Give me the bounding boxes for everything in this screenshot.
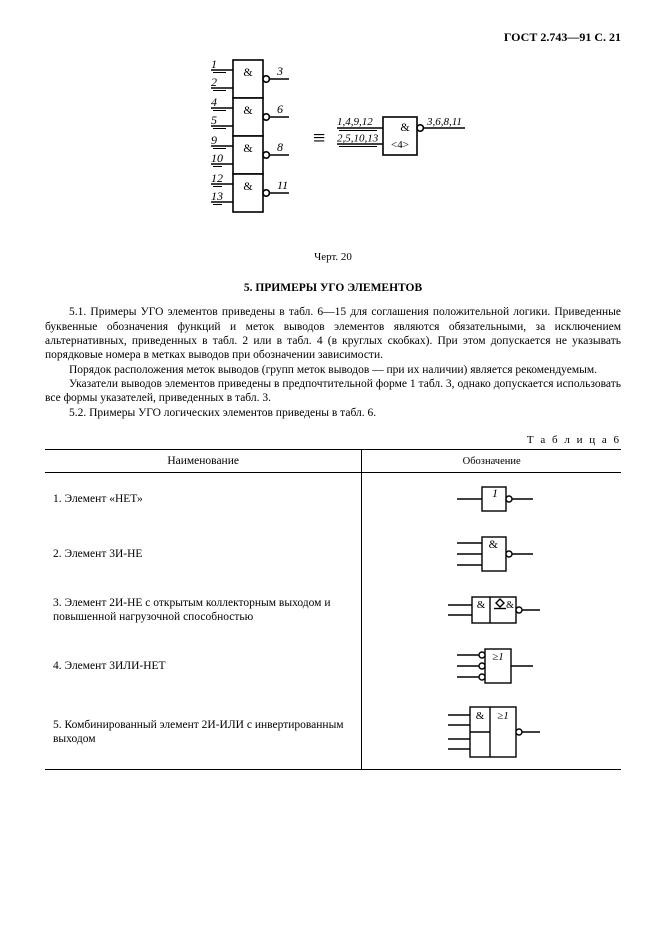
row3-sym: & & bbox=[362, 583, 621, 637]
svg-text:1: 1 bbox=[211, 57, 217, 71]
figure-20: & 1 2 3 & 4 5 6 & 9 bbox=[45, 55, 621, 245]
svg-text:12: 12 bbox=[211, 171, 223, 185]
svg-text:5: 5 bbox=[211, 113, 217, 127]
svg-text:3: 3 bbox=[276, 64, 283, 78]
svg-text:10: 10 bbox=[211, 151, 223, 165]
table-row: 1. Элемент «НЕТ» 1 bbox=[45, 473, 621, 526]
row4-name: 4. Элемент 3ИЛИ-НЕТ bbox=[45, 637, 362, 695]
row1-name: 1. Элемент «НЕТ» bbox=[45, 473, 362, 526]
svg-text:&: & bbox=[488, 537, 498, 551]
table-6: Наименование Обозначение 1. Элемент «НЕТ… bbox=[45, 449, 621, 770]
svg-text:≡: ≡ bbox=[313, 125, 325, 150]
svg-text:2,5,10,13: 2,5,10,13 bbox=[337, 133, 379, 145]
section-num: 5. bbox=[244, 282, 253, 294]
svg-text:&: & bbox=[506, 600, 514, 611]
table-row: 5. Комбинированный элемент 2И-ИЛИ с инве… bbox=[45, 695, 621, 770]
svg-text:11: 11 bbox=[277, 178, 288, 192]
svg-text:13: 13 bbox=[211, 189, 223, 203]
svg-text:1: 1 bbox=[492, 486, 498, 500]
section-title: 5. ПРИМЕРЫ УГО ЭЛЕМЕНТОВ bbox=[45, 281, 621, 295]
svg-text:1,4,9,12: 1,4,9,12 bbox=[337, 116, 373, 128]
svg-text:≥1: ≥1 bbox=[492, 651, 504, 663]
row5-sym: & ≥1 bbox=[362, 695, 621, 770]
table-6-label: Т а б л и ц а 6 bbox=[45, 434, 621, 448]
svg-text:2: 2 bbox=[211, 75, 217, 89]
svg-text:<4>: <4> bbox=[391, 139, 409, 151]
svg-text:6: 6 bbox=[277, 102, 283, 116]
figure-20-caption: Черт. 20 bbox=[45, 251, 621, 265]
svg-text:3,6,8,11: 3,6,8,11 bbox=[426, 116, 462, 128]
table-row: 4. Элемент 3ИЛИ-НЕТ ≥1 bbox=[45, 637, 621, 695]
row4-sym: ≥1 bbox=[362, 637, 621, 695]
svg-text:&: & bbox=[243, 103, 253, 117]
svg-text:&: & bbox=[243, 179, 253, 193]
svg-text:4: 4 bbox=[211, 95, 217, 109]
table-row: 2. Элемент 3И-НЕ & bbox=[45, 525, 621, 583]
page-header: ГОСТ 2.743—91 С. 21 bbox=[45, 30, 621, 45]
para-5-2: 5.2. Примеры УГО логических элементов пр… bbox=[45, 406, 621, 420]
svg-text:8: 8 bbox=[277, 140, 283, 154]
para-5-1: 5.1. Примеры УГО элементов приведены в т… bbox=[45, 305, 621, 363]
svg-text:&: & bbox=[243, 65, 253, 79]
para-5-1b: Порядок расположения меток выводов (груп… bbox=[45, 363, 621, 377]
row2-name: 2. Элемент 3И-НЕ bbox=[45, 525, 362, 583]
para-5-1c: Указатели выводов элементов приведены в … bbox=[45, 377, 621, 406]
th-sym: Обозначение bbox=[362, 449, 621, 472]
figure-20-svg: & 1 2 3 & 4 5 6 & 9 bbox=[183, 55, 483, 245]
row5-name: 5. Комбинированный элемент 2И-ИЛИ с инве… bbox=[45, 695, 362, 770]
svg-text:9: 9 bbox=[211, 133, 217, 147]
svg-text:&: & bbox=[475, 710, 484, 722]
table-row: 3. Элемент 2И-НЕ с открытым коллекторным… bbox=[45, 583, 621, 637]
svg-text:&: & bbox=[400, 120, 410, 134]
svg-text:&: & bbox=[476, 599, 485, 611]
section-name: ПРИМЕРЫ УГО ЭЛЕМЕНТОВ bbox=[255, 282, 422, 294]
th-name: Наименование bbox=[45, 449, 362, 472]
row2-sym: & bbox=[362, 525, 621, 583]
row1-sym: 1 bbox=[362, 473, 621, 526]
svg-text:≥1: ≥1 bbox=[497, 710, 509, 722]
row3-name: 3. Элемент 2И-НЕ с открытым коллекторным… bbox=[45, 583, 362, 637]
svg-text:&: & bbox=[243, 141, 253, 155]
